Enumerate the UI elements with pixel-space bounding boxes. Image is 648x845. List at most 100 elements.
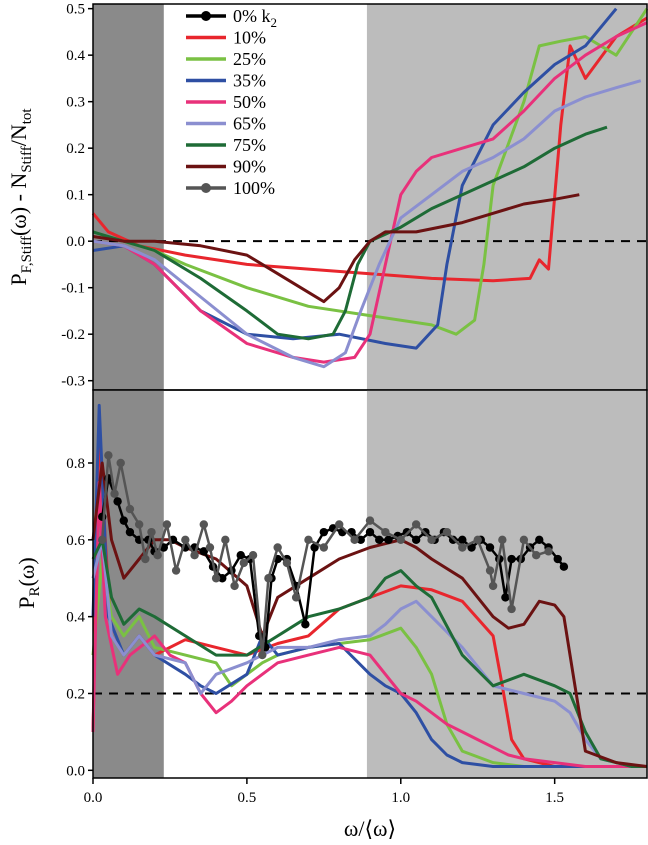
- series-8-point: [381, 527, 390, 537]
- series-line-6: [92, 193, 580, 304]
- series-8-point: [442, 527, 452, 537]
- series-8-point: [211, 574, 221, 583]
- x-axis-label: ω/⟨ω⟩: [344, 816, 396, 841]
- y-tick-label: 0.2: [66, 141, 85, 157]
- series-8-point: [458, 543, 467, 552]
- series-8-point: [125, 504, 135, 514]
- series-7-point: [218, 574, 227, 583]
- bottom-ylabel-rest: (ω): [14, 557, 39, 586]
- bottom-y-axis-label: PR(ω): [14, 557, 43, 608]
- legend-label-text: 100%: [233, 178, 275, 198]
- series-8-point: [473, 535, 482, 545]
- y-tick-label: 0.0: [66, 763, 85, 779]
- x-tick-label: 1.0: [391, 790, 410, 806]
- legend-label-3: 35%: [233, 71, 266, 91]
- series-line-6: [91, 461, 648, 768]
- shaded-region-1: [366, 4, 647, 390]
- series-8-point: [221, 535, 230, 545]
- series-8-point: [162, 520, 172, 529]
- series-line-5: [92, 125, 608, 341]
- series-7-point: [559, 562, 569, 571]
- legend-label-text: 35%: [233, 71, 266, 91]
- bottom-ylabel-p: P: [14, 596, 39, 608]
- series-8-point: [134, 520, 144, 529]
- series-8-point: [304, 535, 313, 545]
- series-7-point: [125, 527, 135, 537]
- y-tick-label: 0.1: [66, 188, 85, 204]
- series-8-point: [171, 566, 181, 575]
- series-7-point: [310, 543, 319, 552]
- top-y-axis-label: PF,Stiff(ω) - NStiff/Ntot: [6, 108, 35, 286]
- top-plot-background: [93, 4, 647, 390]
- series-7-point: [199, 547, 208, 556]
- series-7-point: [119, 516, 128, 525]
- legend-marker-8: [201, 183, 211, 193]
- legend-label-text: 50%: [233, 92, 266, 112]
- series-7-point: [236, 550, 245, 560]
- series-8-point: [427, 535, 436, 545]
- series-8-point: [205, 543, 215, 552]
- top-panel: -0.3-0.2-0.10.00.10.20.30.40.5 0% k210%2…: [6, 2, 648, 391]
- y-tick-label: 0.3: [66, 95, 85, 111]
- legend-label-text: 65%: [233, 114, 266, 134]
- legend-label-text: 10%: [233, 28, 266, 48]
- legend-label-text: 75%: [233, 135, 266, 155]
- series-line-4: [91, 538, 647, 768]
- series-8-point: [181, 535, 190, 545]
- series-7-point: [301, 620, 310, 629]
- x-tick-label: 0.5: [238, 790, 257, 806]
- top-ylabel-n-sub: Stiff: [19, 146, 35, 172]
- series-8-point: [365, 516, 375, 525]
- series-7-point: [501, 593, 510, 602]
- series-7-point: [411, 535, 421, 545]
- top-ylabel-slash: /N: [6, 124, 31, 146]
- series-7-point: [458, 535, 467, 545]
- series-8-point: [319, 543, 329, 552]
- top-series-layer: [91, 7, 648, 369]
- bottom-panel: 0.0 0.2 0.4 0.6 0.8 0.0 0.5 1.0 1.5 PR(ω) ω/⟨ω⟩: [14, 389, 648, 841]
- series-8-point: [335, 520, 344, 529]
- series-7-point: [356, 535, 365, 545]
- series-8-point: [199, 520, 208, 529]
- bottom-ylabel-p-sub: R: [27, 586, 43, 596]
- bottom-series-layer: [91, 403, 648, 768]
- series-8-point: [116, 458, 125, 468]
- series-7-point: [507, 554, 516, 564]
- series-7-point: [553, 554, 562, 564]
- series-8-point: [282, 558, 292, 568]
- y-tick-label: 0.4: [66, 610, 85, 626]
- series-7-point: [384, 535, 393, 545]
- y-tick-label: 0.4: [66, 48, 85, 64]
- y-tick-label: 0.0: [66, 234, 85, 250]
- series-8-point: [248, 550, 258, 560]
- series-8-point: [519, 535, 529, 545]
- top-ylabel-tot-sub: tot: [19, 108, 35, 125]
- shaded-region-0: [93, 4, 164, 390]
- y-tick-label: 0.8: [66, 456, 85, 472]
- series-8-point: [396, 535, 405, 545]
- series-line-3: [91, 480, 647, 768]
- series-8-point: [141, 554, 150, 564]
- bottom-axis-ticks: 0.0 0.2 0.4 0.6 0.8 0.0 0.5 1.0 1.5: [66, 456, 564, 806]
- bottom-plot-frame: [92, 389, 648, 779]
- series-8-point: [264, 574, 273, 583]
- series-7-point: [485, 543, 495, 552]
- series-7-point: [535, 535, 544, 545]
- series-8-point: [258, 650, 267, 660]
- series-8-point: [544, 547, 553, 556]
- series-8-point: [532, 550, 541, 560]
- series-8-point: [190, 550, 199, 560]
- y-tick-label: -0.3: [61, 374, 85, 390]
- legend-label-4: 50%: [233, 92, 266, 112]
- top-ylabel-p-sub: F,Stiff: [19, 236, 35, 273]
- legend-label-text: 0% k: [233, 6, 271, 26]
- series-8-point: [488, 581, 498, 591]
- series-7-point: [467, 543, 476, 552]
- series-8-point: [147, 527, 156, 537]
- series-8-point: [230, 581, 239, 591]
- y-tick-label: 0.6: [66, 533, 85, 549]
- legend-label-5: 65%: [233, 114, 266, 134]
- top-y-ticks: -0.3 -0.2 -0.1 0.0 0.1 0.2 0.3 0.4 0.5: [61, 2, 93, 390]
